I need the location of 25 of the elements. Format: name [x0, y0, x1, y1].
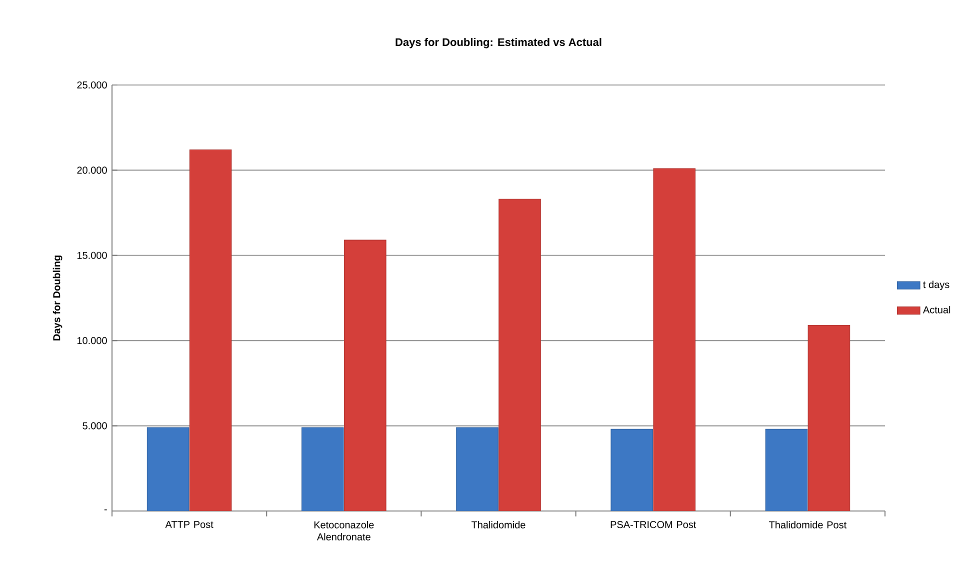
- chart-title: Days for Doubling: Estimated vs Actual: [396, 38, 602, 48]
- y-axis-title: Days for Doubling: [52, 256, 62, 340]
- x-tick-label: Thalidomide: [472, 521, 526, 528]
- y-tick-label: 15.000: [77, 252, 107, 259]
- y-tick-label: 25.000: [77, 81, 107, 89]
- bar: [610, 428, 653, 511]
- bar: [498, 198, 541, 511]
- y-tick-label: 5.000: [82, 422, 107, 430]
- x-tick-label: ATTP Post: [165, 521, 214, 528]
- y-tick-label: 10.000: [77, 337, 107, 344]
- y-tick-label: -: [104, 509, 107, 510]
- y-tick-label: 20.000: [77, 166, 107, 174]
- bar: [456, 427, 498, 511]
- x-tick-label: Ketoconazole Alendronate: [314, 521, 374, 540]
- legend-label: Actual: [922, 306, 950, 314]
- bar: [653, 168, 696, 511]
- x-tick-label: PSA-TRICOM Post: [610, 521, 696, 528]
- bar: [189, 149, 232, 511]
- bar: [765, 428, 808, 511]
- bar: [808, 324, 850, 511]
- bar: [146, 427, 190, 511]
- x-tick-label: Thalidomide Post: [769, 521, 847, 528]
- legend-label: t days: [923, 280, 950, 290]
- bar: [302, 427, 344, 511]
- bar: [344, 240, 386, 511]
